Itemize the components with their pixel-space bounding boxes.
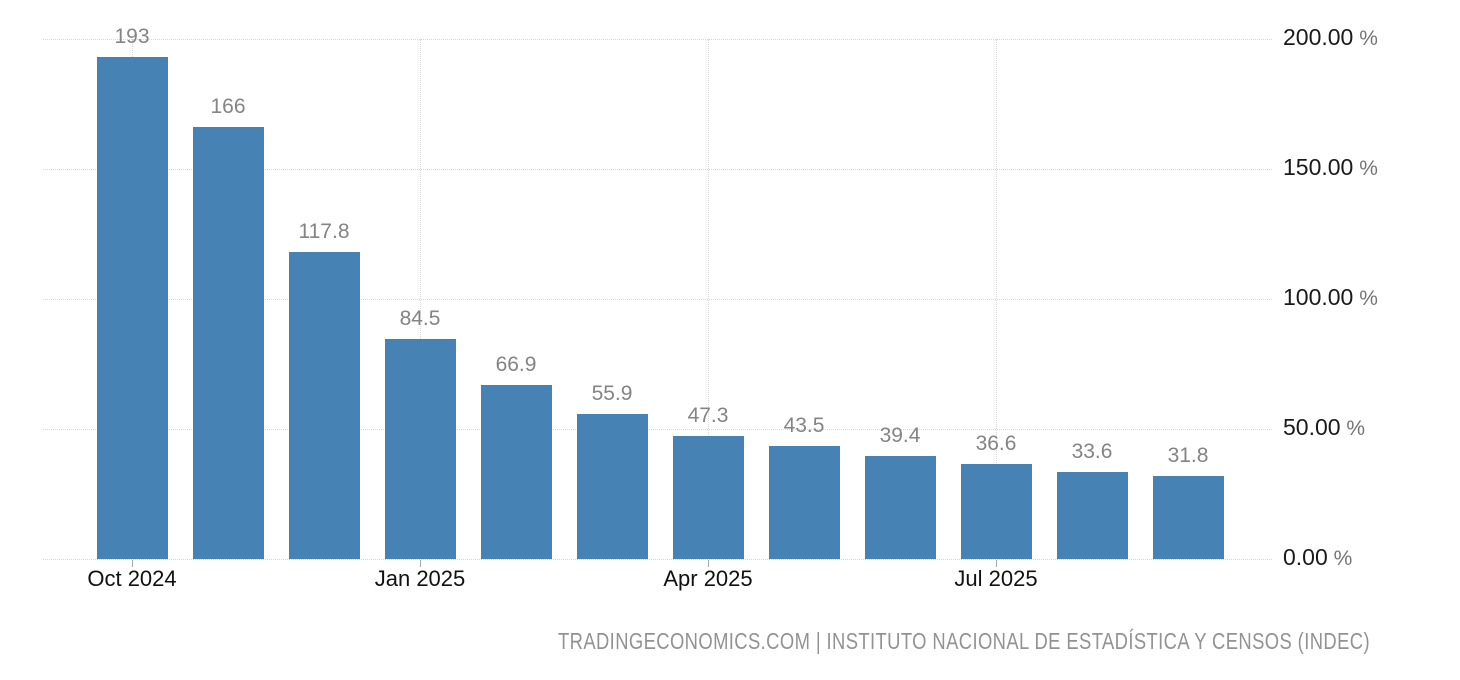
bar[interactable] [1152,476,1224,559]
y-tick-value: 150.00 [1283,153,1354,180]
gridline-horizontal [43,38,1272,40]
bar[interactable] [864,456,936,559]
gridline-vertical [708,38,709,559]
bar-value-label: 166 [210,94,246,118]
bar-value-label: 43.5 [783,413,825,437]
attribution-footer: TRADINGECONOMICS.COM | INSTITUTO NACIONA… [355,628,1370,656]
percent-unit: % [1327,546,1353,570]
x-axis-tick-label: Apr 2025 [663,566,753,591]
y-tick-value: 100.00 [1283,283,1354,310]
bar-value-label: 55.9 [591,381,633,405]
bar[interactable] [96,56,168,559]
bar-value-label: 31.8 [1167,444,1209,468]
attribution-text: TRADINGECONOMICS.COM | INSTITUTO NACIONA… [558,628,1370,654]
bar[interactable] [192,126,264,559]
bar[interactable] [768,445,840,559]
bar-value-label: 36.6 [975,431,1017,455]
bar-value-label: 33.6 [1071,439,1113,463]
bar-value-label: 117.8 [298,220,350,244]
axis-tick-mark [420,560,421,567]
gridline-horizontal [43,428,1272,430]
y-axis-tick-label: 50.00 % [1283,414,1365,442]
gridline-vertical [420,38,421,559]
bar[interactable] [576,413,648,559]
axis-tick-mark [708,560,709,567]
x-axis-tick-label: Oct 2024 [87,566,177,591]
axis-tick-mark [132,560,133,567]
bar-value-label: 47.3 [687,403,729,427]
y-tick-value: 50.00 [1283,413,1341,440]
percent-unit: % [1353,26,1378,50]
bar-value-label: 84.5 [399,307,441,331]
bar-value-label: 39.4 [879,424,921,448]
gridline-horizontal [43,298,1272,300]
percent-unit: % [1353,156,1378,180]
bar[interactable] [1056,471,1128,559]
y-axis-tick-label: 150.00 % [1283,154,1378,182]
percent-unit: % [1340,416,1366,440]
y-axis-tick-label: 100.00 % [1283,284,1378,312]
bar[interactable] [480,384,552,559]
bar-value-label: 193 [114,24,150,48]
percent-unit: % [1353,286,1378,310]
bar[interactable] [384,339,456,559]
y-tick-value: 0.00 [1283,543,1328,570]
gridline-vertical [996,38,997,559]
gridline-horizontal [43,559,1272,560]
x-axis-tick-label: Jul 2025 [954,566,1038,591]
y-tick-value: 200.00 [1283,23,1354,50]
y-axis-tick-label: 200.00 % [1283,23,1378,51]
bar[interactable] [288,252,360,559]
gridline-horizontal [43,168,1272,170]
y-axis-tick-label: 0.00 % [1283,544,1352,572]
bar[interactable] [672,435,744,559]
axis-tick-mark [996,560,997,567]
bar-value-label: 66.9 [495,352,537,376]
bar[interactable] [960,463,1032,559]
x-axis-tick-label: Jan 2025 [374,566,466,591]
